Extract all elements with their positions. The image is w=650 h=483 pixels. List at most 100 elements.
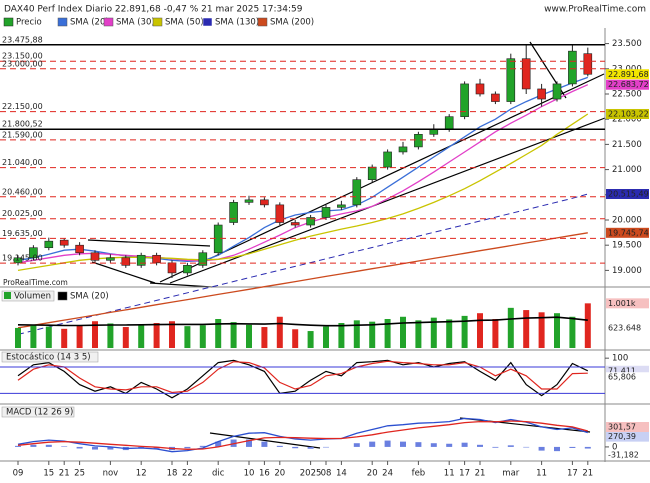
histogram-bar	[307, 446, 314, 449]
volume-bar	[477, 313, 483, 348]
volume-bar	[169, 321, 175, 348]
candle-body	[29, 247, 38, 259]
volume-bar	[184, 326, 191, 348]
y-tick-label: 23.500	[612, 39, 642, 49]
volume-bar	[569, 316, 576, 348]
legend-label: SMA (20)	[70, 18, 109, 28]
candle-body	[290, 222, 300, 226]
end-label: 22.891,68	[608, 70, 649, 79]
candle-body	[121, 257, 131, 266]
legend-swatch	[3, 17, 14, 27]
x-tick-label: 14	[336, 469, 347, 479]
candle-body	[152, 254, 161, 264]
volume-bar	[538, 312, 545, 348]
histogram-bar	[507, 445, 514, 447]
x-tick-label: 20	[367, 469, 378, 479]
candle-body	[583, 53, 593, 75]
panel-title-box	[1, 406, 75, 418]
histogram-bar	[215, 441, 222, 447]
candle-body	[106, 257, 115, 261]
x-tick-label: 12	[136, 469, 147, 479]
histogram-bar	[261, 441, 268, 447]
panel-title-box	[1, 351, 99, 363]
candle-body	[429, 128, 439, 135]
volume-bar	[323, 326, 329, 348]
histogram-bar	[184, 446, 191, 449]
x-tick-label: 18	[167, 469, 178, 479]
volume-bar	[138, 324, 145, 348]
candle-body	[306, 217, 315, 226]
y-tick-label: 19.500	[612, 241, 642, 251]
volume-bar	[369, 321, 376, 348]
trend-line	[91, 261, 156, 284]
candle-body	[260, 199, 269, 206]
candle-body	[321, 207, 331, 218]
end-label: -31,182	[608, 451, 639, 460]
legend-swatch	[103, 17, 114, 27]
panel-title: Volumen	[14, 292, 51, 302]
volume-bar	[400, 316, 406, 348]
histogram-bar	[61, 446, 68, 447]
volume-bar	[153, 323, 160, 348]
candle-body	[398, 146, 408, 153]
candle-body	[44, 240, 54, 249]
trend-line	[149, 282, 213, 288]
legend-swatch	[57, 291, 68, 301]
y-tick-label: 19.000	[612, 266, 642, 276]
x-tick-label: feb	[412, 469, 426, 479]
histogram-bar	[554, 446, 560, 452]
histogram-bar	[400, 441, 406, 447]
candle-body	[167, 262, 177, 274]
volume-bar	[215, 319, 222, 348]
candle-body	[521, 58, 531, 90]
volume-bar	[122, 327, 129, 348]
candle-body	[337, 204, 346, 208]
histogram-bar	[446, 443, 453, 447]
candle-body	[198, 252, 208, 266]
x-tick-label: 22	[182, 469, 193, 479]
end-label: 623.648	[608, 324, 641, 333]
legend-swatch	[202, 17, 213, 27]
y-tick-label: 100	[612, 354, 628, 364]
end-label: 1.001k	[608, 299, 636, 308]
source: www.ProRealTime.com	[544, 5, 646, 15]
level-label: 19.635,00	[2, 229, 43, 238]
histogram-bar	[523, 446, 530, 448]
histogram-bar	[107, 446, 114, 450]
histogram-bar	[276, 445, 283, 447]
x-tick-label: 24	[382, 469, 393, 479]
watermark: ProRealTime.com	[3, 278, 68, 287]
y-tick-label: 21.500	[612, 140, 642, 150]
candle-body	[444, 116, 454, 130]
candle-body	[229, 202, 238, 223]
line	[17, 420, 588, 450]
line	[17, 232, 588, 329]
end-label: 20.515,49	[608, 190, 649, 199]
histogram-bar	[584, 446, 591, 449]
legend-label: Precio	[16, 18, 42, 28]
end-label-box	[606, 79, 649, 90]
trend-line	[87, 239, 211, 247]
volume-bar	[92, 321, 98, 348]
legend-label: SMA (130)	[215, 18, 259, 28]
end-label-box	[606, 189, 649, 200]
end-label-box	[606, 431, 649, 442]
end-label-box	[606, 372, 649, 383]
x-tick-label: 08	[321, 469, 332, 479]
line	[17, 360, 588, 394]
volume-bar	[492, 319, 499, 348]
candle-body	[90, 252, 100, 261]
histogram-bar	[45, 444, 52, 447]
x-tick-label: 2025	[300, 469, 322, 479]
volume-bar	[30, 324, 37, 348]
line	[17, 359, 589, 399]
end-label-box	[606, 365, 649, 376]
legend-label: SMA (30)	[116, 18, 155, 28]
end-label-box	[606, 227, 649, 238]
volume-bar	[261, 327, 268, 348]
histogram-bar	[76, 446, 83, 449]
candle-body	[414, 134, 423, 148]
volume-bar	[230, 322, 237, 348]
level-label: 23.475,88	[2, 35, 43, 44]
level-label: 21.040,00	[2, 158, 43, 167]
